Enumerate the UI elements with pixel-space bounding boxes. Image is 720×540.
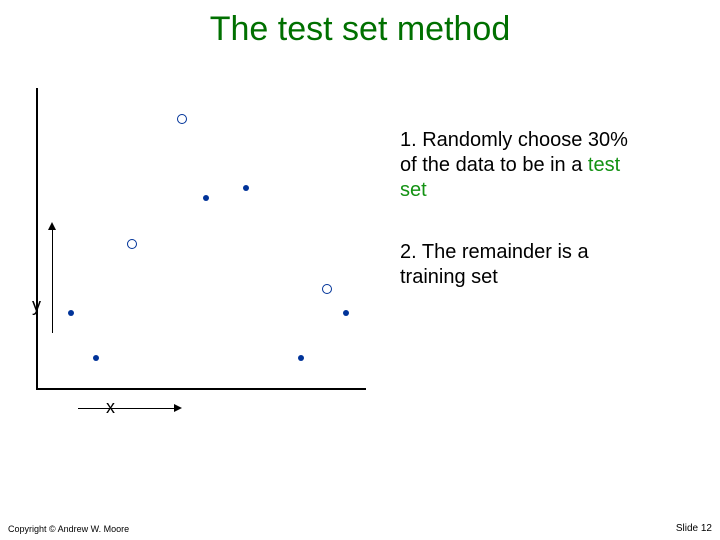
x-arrow-line: [78, 408, 174, 409]
training-point: [203, 195, 209, 201]
copyright-text: Copyright © Andrew W. Moore: [8, 524, 129, 534]
y-axis-label: y: [32, 295, 41, 316]
training-point: [243, 185, 249, 191]
training-point: [93, 355, 99, 361]
test-point: [177, 114, 187, 124]
training-point: [298, 355, 304, 361]
slide-title: The test set method: [0, 10, 720, 49]
slide-number: Slide 12: [676, 523, 712, 534]
test-point: [322, 284, 332, 294]
scatter-plot: yx: [36, 88, 366, 448]
y-arrow-head: [48, 222, 56, 230]
training-point: [68, 310, 74, 316]
y-arrow-line: [52, 230, 53, 333]
y-axis-line: [36, 88, 38, 388]
x-arrow-head: [174, 404, 182, 412]
step-text: 2. The remainder is a training set: [400, 240, 700, 290]
test-point: [127, 239, 137, 249]
x-axis-line: [36, 388, 366, 390]
training-point: [343, 310, 349, 316]
step-text: 1. Randomly choose 30% of the data to be…: [400, 128, 700, 203]
x-axis-label: x: [106, 397, 115, 418]
